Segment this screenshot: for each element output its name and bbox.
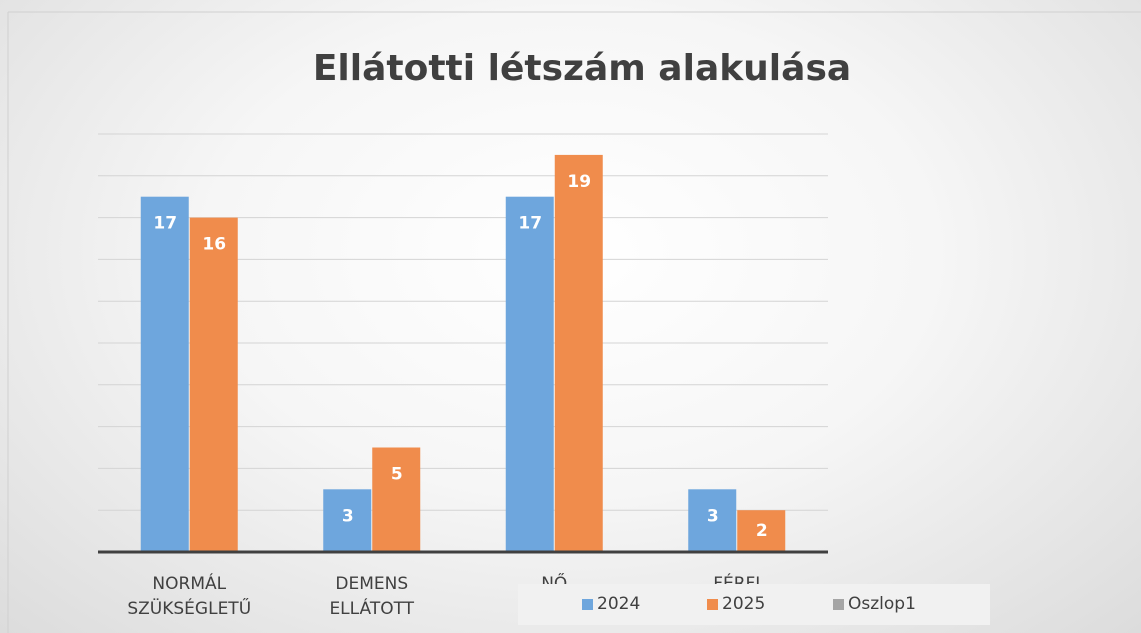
legend-item: 2024 [582,594,640,614]
chart-title: Ellátotti létszám alakulása [313,48,851,89]
data-label: 3 [707,506,719,526]
bar [189,217,238,552]
legend-swatch [833,598,844,610]
data-label: 3 [342,506,354,526]
data-label: 17 [153,214,177,234]
x-tick-label: DEMENS ELLÁTOTT [329,574,415,619]
legend-swatch [707,598,718,610]
bar [323,489,372,552]
legend: 2024 2025 Oszlop1 [518,584,990,625]
bar [554,154,603,552]
data-label: 2 [756,521,768,541]
legend-label: 2025 [722,594,766,614]
data-label: 17 [518,214,542,234]
legend-item: Oszlop1 [833,594,916,614]
bar [505,196,554,552]
legend-swatch [582,598,593,610]
legend-item: 2025 [707,594,765,614]
bar [737,510,786,552]
x-tick-label: NORMÁL SZÜKSÉGLETŰ [127,574,252,619]
legend-label: 2024 [597,594,641,614]
data-label: 5 [391,465,403,485]
data-label: 16 [202,235,226,255]
data-label: 19 [567,172,591,192]
bar [372,447,421,552]
bar [688,489,737,552]
bar [140,196,189,552]
legend-label: Oszlop1 [848,594,916,614]
